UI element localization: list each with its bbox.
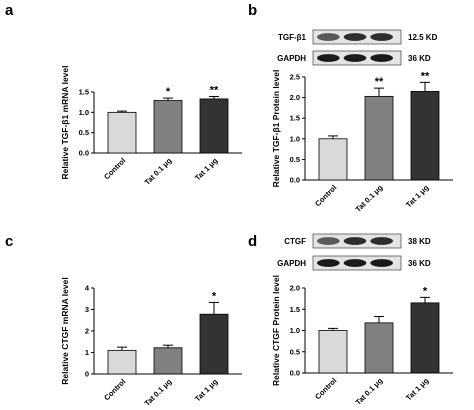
y-tick-label: 2 xyxy=(85,327,89,336)
bar-2 xyxy=(153,100,183,154)
y-tick-label: 0.0 xyxy=(79,149,89,158)
blot-band xyxy=(370,54,393,62)
blot-band xyxy=(317,259,340,267)
significance-mark: * xyxy=(212,290,217,302)
blot-row-label: GAPDH xyxy=(277,259,306,268)
panel-c: c 0 1 2 3 4 Relative CTGF mRNA level Control Tat… xyxy=(5,233,242,408)
y-tick-label: 0.5 xyxy=(79,128,89,137)
bar-1 xyxy=(107,111,137,154)
bar-2 xyxy=(153,347,183,375)
blot-row-label: GAPDH xyxy=(277,54,306,63)
panel-a: a 0.0 0.5 1.0 1.5 Relative TGF-β1 mRNA level C… xyxy=(5,2,242,187)
blot-row-label: TGF-β1 xyxy=(278,33,307,42)
x-tick-label: Control xyxy=(102,377,127,402)
y-axis-label: Relative CTGF mRNA level xyxy=(60,277,70,384)
bar-3 xyxy=(410,91,440,181)
y-tick-label: 0.0 xyxy=(290,176,300,185)
y-tick-label: 3 xyxy=(85,305,89,314)
y-tick-label: 1.5 xyxy=(290,114,300,123)
x-tick-label: Tat 1 μg xyxy=(193,156,220,183)
y-tick-label: 1.5 xyxy=(79,88,89,97)
blot-band xyxy=(317,54,340,62)
bar-2 xyxy=(364,95,394,181)
blot-band xyxy=(370,33,393,41)
significance-mark: ** xyxy=(421,70,430,82)
blot-band xyxy=(343,259,367,267)
panel-letter: b xyxy=(248,2,257,19)
y-tick-label: 1.5 xyxy=(290,305,300,314)
blot-band xyxy=(317,33,340,41)
y-axis-label: Relative TGF-β1 mRNA level xyxy=(60,66,70,180)
x-tick-label: Control xyxy=(313,376,338,401)
blot-band xyxy=(370,259,393,267)
bar-2 xyxy=(364,322,394,374)
y-tick-label: 0.5 xyxy=(290,155,300,164)
y-tick-label: 1.0 xyxy=(290,134,300,143)
y-tick-label: 0 xyxy=(85,370,89,379)
bar-3 xyxy=(199,313,229,375)
panel-letter: d xyxy=(248,233,257,250)
blot-band xyxy=(343,33,367,41)
y-tick-label: 2.0 xyxy=(290,284,300,293)
blot-band xyxy=(343,54,367,62)
x-tick-label: Control xyxy=(102,156,127,181)
blot-size-label: 36 KD xyxy=(408,54,431,63)
panel-b: b 0.0 0.5 1.0 1.5 2.0 2.5 Relative TGF-β1 Prote… xyxy=(248,2,453,214)
x-tick-label: Tat 1 μg xyxy=(193,377,220,404)
significance-mark: * xyxy=(423,285,428,297)
x-tick-label: Tat 0.1 μg xyxy=(143,377,174,408)
x-tick-label: Control xyxy=(313,183,338,208)
bar-1 xyxy=(318,330,348,374)
y-axis-label: Relative CTGF Protein level xyxy=(271,275,281,386)
blot-size-label: 38 KD xyxy=(408,237,431,246)
x-tick-label: Tat 0.1 μg xyxy=(354,183,385,214)
panel-letter: c xyxy=(5,233,13,250)
significance-mark: * xyxy=(166,86,171,98)
bar-3 xyxy=(410,302,440,374)
bar-1 xyxy=(107,349,137,375)
y-tick-label: 4 xyxy=(85,284,90,293)
significance-mark: ** xyxy=(210,84,219,96)
y-axis-label: Relative TGF-β1 Protein level xyxy=(271,70,281,188)
y-tick-label: 0.0 xyxy=(290,369,300,378)
y-tick-label: 2.0 xyxy=(290,93,300,102)
blot-band xyxy=(343,237,367,245)
bar-1 xyxy=(318,138,348,181)
bar-3 xyxy=(199,98,229,154)
y-tick-label: 0.5 xyxy=(290,347,300,356)
blot-size-label: 12.5 KD xyxy=(408,33,438,42)
y-tick-label: 1 xyxy=(85,348,89,357)
y-tick-label: 1.0 xyxy=(290,326,300,335)
panel-letter: a xyxy=(5,2,14,19)
blot-size-label: 36 KD xyxy=(408,259,431,268)
x-tick-label: Tat 0.1 μg xyxy=(354,376,385,407)
y-tick-label: 1.0 xyxy=(79,108,89,117)
blot-row-label: CTGF xyxy=(284,237,306,246)
blot-band xyxy=(317,237,340,245)
x-tick-label: Tat 1 μg xyxy=(404,376,431,403)
panel-d: d 0.0 0.5 1.0 1.5 2.0 Relative CTGF Protein le… xyxy=(248,233,453,407)
x-tick-label: Tat 0.1 μg xyxy=(143,156,174,187)
blot-band xyxy=(370,237,393,245)
y-tick-label: 2.5 xyxy=(290,73,300,82)
x-tick-label: Tat 1 μg xyxy=(404,183,431,210)
significance-mark: ** xyxy=(375,76,384,88)
